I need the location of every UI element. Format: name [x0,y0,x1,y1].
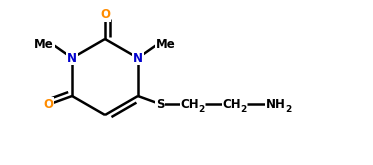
Text: Me: Me [34,37,54,50]
Text: 2: 2 [198,104,204,114]
Text: O: O [100,9,110,21]
Text: NH: NH [266,98,286,111]
Text: N: N [67,51,77,65]
Text: N: N [133,51,143,65]
Text: 2: 2 [285,104,291,114]
Text: Me: Me [156,37,176,50]
Text: O: O [43,98,53,111]
Text: S: S [156,98,164,111]
Text: 2: 2 [240,104,246,114]
Text: CH: CH [223,98,241,111]
Text: CH: CH [181,98,199,111]
